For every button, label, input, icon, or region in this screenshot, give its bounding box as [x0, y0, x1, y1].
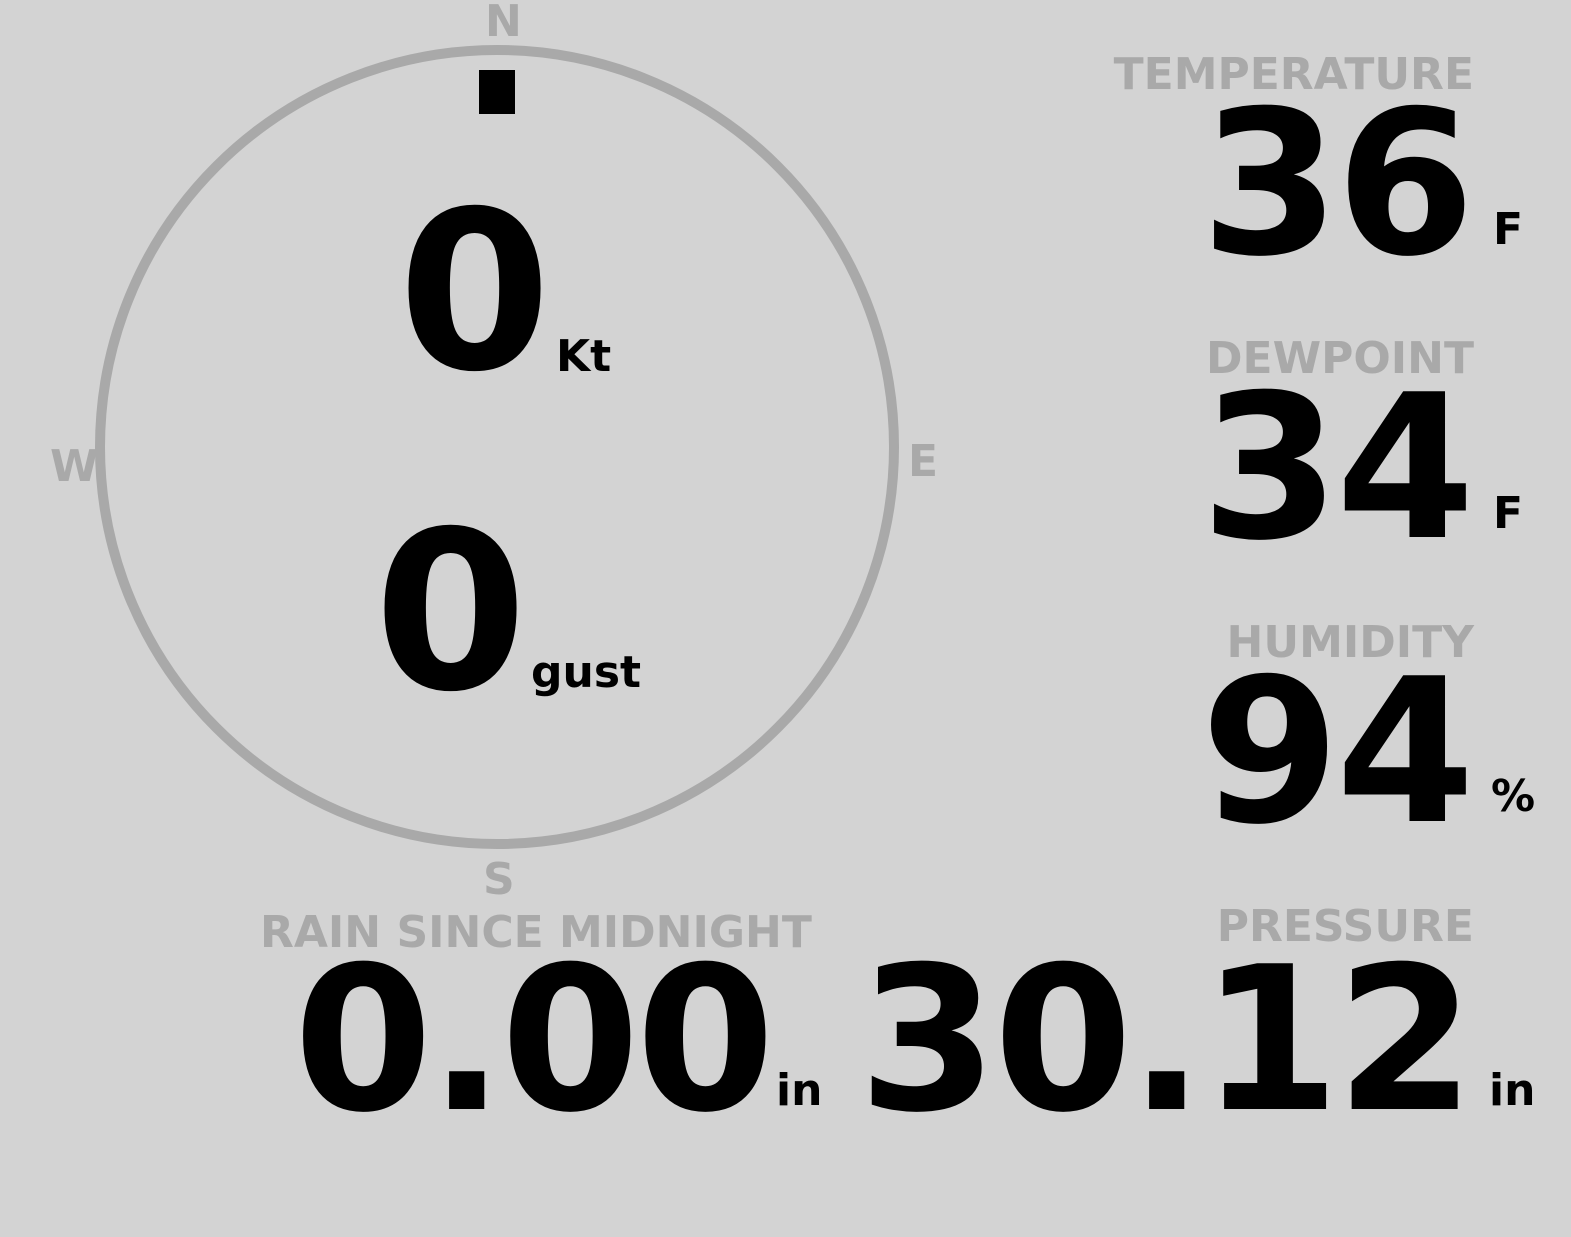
wind-speed-value: 0: [398, 164, 551, 420]
wind-speed-unit: Kt: [556, 331, 612, 382]
wind-gust-value: 0: [374, 484, 527, 740]
wind-compass: [95, 45, 899, 849]
pressure-label: PRESSURE: [1216, 901, 1474, 952]
dewpoint-value: 34: [1200, 352, 1475, 585]
compass-west-label: W: [50, 441, 99, 492]
rain-label: RAIN SINCE MIDNIGHT: [260, 907, 812, 958]
dewpoint-unit: F: [1493, 488, 1524, 539]
temperature-label: TEMPERATURE: [1113, 49, 1474, 100]
humidity-unit: %: [1491, 771, 1536, 822]
compass-east-label: E: [908, 436, 939, 487]
temperature-unit: F: [1493, 204, 1524, 255]
compass-south-label: S: [483, 854, 515, 905]
humidity-value: 94: [1200, 636, 1475, 869]
wind-direction-pointer: [479, 70, 515, 114]
compass-north-label: N: [485, 0, 522, 47]
pressure-value: 30.12: [858, 924, 1475, 1157]
compass-ring: [95, 45, 899, 849]
wind-gust-unit: gust: [531, 647, 642, 698]
humidity-label: HUMIDITY: [1226, 617, 1474, 668]
pressure-unit: in: [1489, 1065, 1536, 1116]
dewpoint-label: DEWPOINT: [1206, 333, 1474, 384]
rain-unit: in: [776, 1065, 823, 1116]
temperature-value: 36: [1200, 68, 1475, 301]
rain-value: 0.00: [293, 924, 775, 1157]
